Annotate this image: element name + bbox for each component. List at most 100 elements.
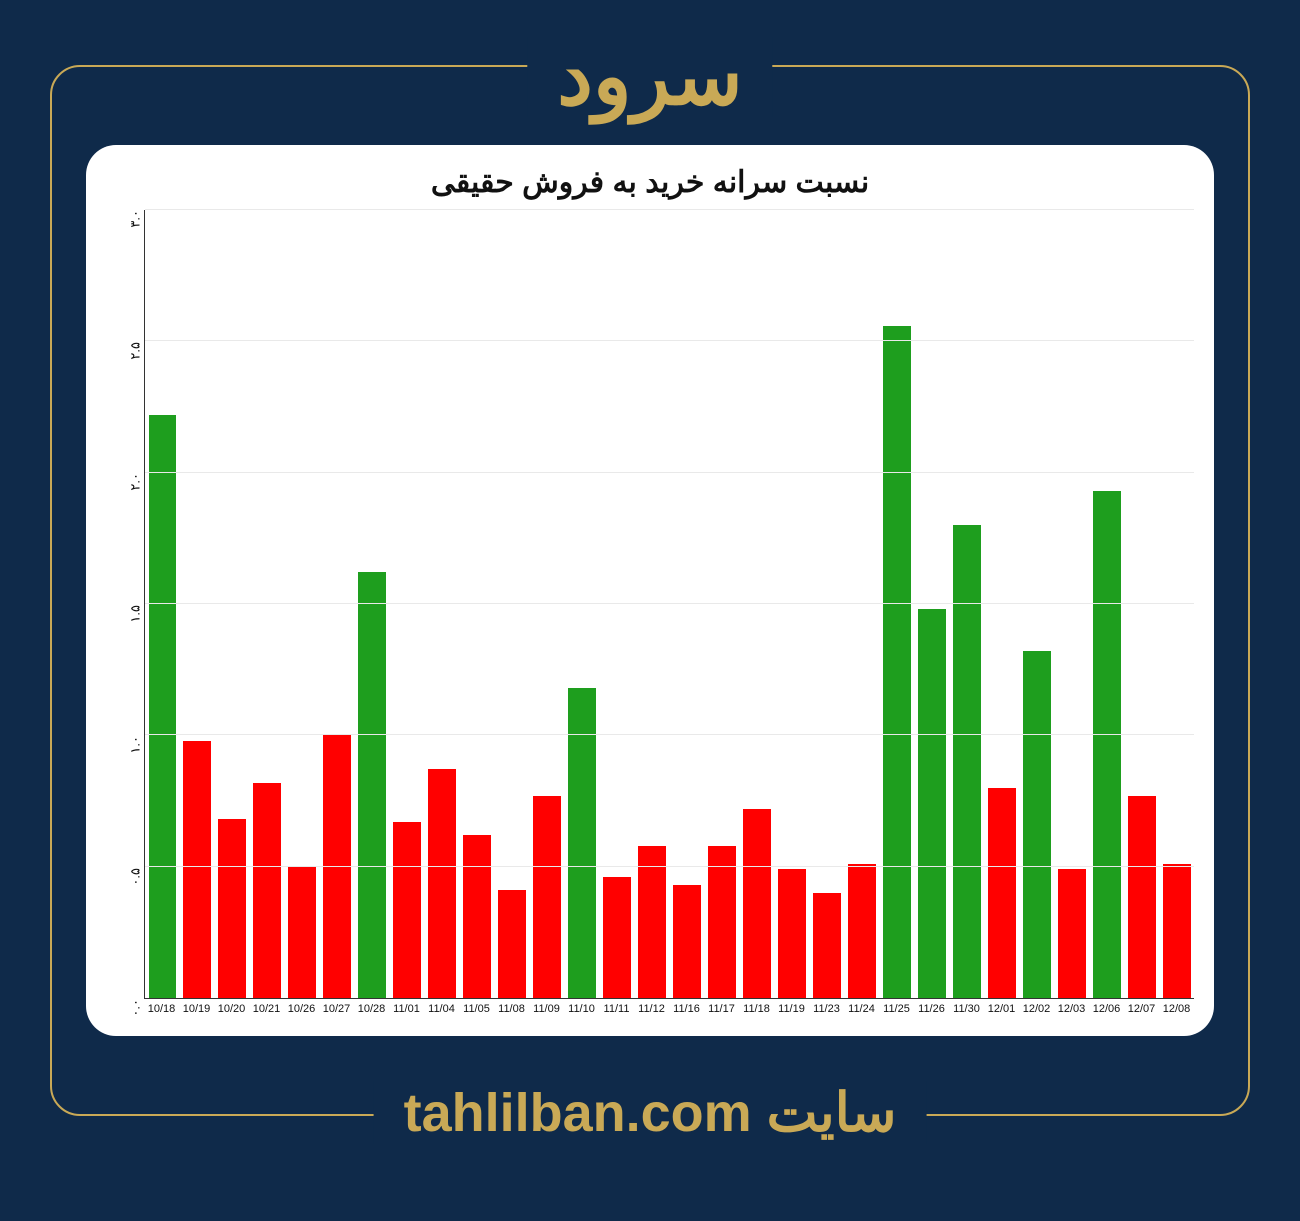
x-tick-label: 11/16	[669, 999, 704, 1021]
bar	[393, 822, 421, 998]
bar-slot	[670, 210, 705, 998]
bar-slot	[530, 210, 565, 998]
bar-slot	[565, 210, 600, 998]
bar	[848, 864, 876, 998]
x-tick-label: 11/08	[494, 999, 529, 1021]
x-tick-label: 11/30	[949, 999, 984, 1021]
x-tick-label: 11/12	[634, 999, 669, 1021]
bar-slot	[774, 210, 809, 998]
bar	[498, 890, 526, 998]
bar	[778, 869, 806, 998]
bar-slot	[390, 210, 425, 998]
gridline	[145, 603, 1194, 604]
y-tick-label: ۰.۵	[128, 868, 144, 886]
bar	[953, 525, 981, 998]
x-tick-label: 11/09	[529, 999, 564, 1021]
bar-slot	[215, 210, 250, 998]
x-tick-label: 11/10	[564, 999, 599, 1021]
bar-slot	[460, 210, 495, 998]
bar	[708, 846, 736, 998]
bar-slot	[1054, 210, 1089, 998]
bar	[323, 735, 351, 998]
x-tick-label: 10/28	[354, 999, 389, 1021]
bar	[673, 885, 701, 998]
bar-slot	[425, 210, 460, 998]
x-tick-label: 12/08	[1159, 999, 1194, 1021]
bar	[428, 769, 456, 998]
x-tick-label: 11/24	[844, 999, 879, 1021]
x-tick-label: 11/18	[739, 999, 774, 1021]
bottom-caption-wrap: tahlilban.com سایت	[374, 1081, 927, 1144]
plot	[144, 210, 1194, 999]
x-tick-label: 10/18	[144, 999, 179, 1021]
x-tick-label: 11/23	[809, 999, 844, 1021]
x-tick-label: 11/01	[389, 999, 424, 1021]
bar-slot	[320, 210, 355, 998]
bar-slot	[285, 210, 320, 998]
y-tick-label: ۰.۰	[128, 999, 144, 1017]
chart-card: نسبت سرانه خرید به فروش حقیقی ۰.۰۰.۵۱.۰۱…	[86, 145, 1214, 1036]
bar	[253, 783, 281, 998]
bar-slot	[739, 210, 774, 998]
x-tick-label: 12/07	[1124, 999, 1159, 1021]
bar-slot	[145, 210, 180, 998]
bar-slot	[984, 210, 1019, 998]
bar	[1093, 491, 1121, 998]
bar-slot	[250, 210, 285, 998]
bar	[149, 415, 177, 998]
x-tick-label: 11/17	[704, 999, 739, 1021]
bar-slot	[635, 210, 670, 998]
bar-slot	[879, 210, 914, 998]
gridline	[145, 209, 1194, 210]
bottom-caption: tahlilban.com سایت	[404, 1083, 897, 1143]
plot-area: ۰.۰۰.۵۱.۰۱.۵۲.۰۲.۵۳.۰ 10/1810/1910/2010/…	[106, 210, 1194, 1021]
site-url: tahlilban.com	[404, 1082, 752, 1144]
bar	[638, 846, 666, 998]
bar	[1128, 796, 1156, 998]
chart-title: نسبت سرانه خرید به فروش حقیقی	[106, 165, 1194, 200]
bar	[1023, 651, 1051, 998]
bars-container	[145, 210, 1194, 998]
bar-slot	[1159, 210, 1194, 998]
bar	[813, 893, 841, 998]
x-tick-label: 11/11	[599, 999, 634, 1021]
bar-slot	[600, 210, 635, 998]
bar-slot	[180, 210, 215, 998]
bar	[743, 809, 771, 998]
x-tick-label: 12/06	[1089, 999, 1124, 1021]
y-axis: ۰.۰۰.۵۱.۰۱.۵۲.۰۲.۵۳.۰	[106, 210, 144, 999]
bar	[1163, 864, 1191, 998]
bar	[918, 609, 946, 998]
gridline	[145, 734, 1194, 735]
x-tick-label: 12/03	[1054, 999, 1089, 1021]
x-tick-label: 11/25	[879, 999, 914, 1021]
site-label: سایت	[767, 1083, 897, 1143]
y-tick-label: ۳.۰	[128, 210, 144, 228]
x-tick-label: 10/19	[179, 999, 214, 1021]
bar	[463, 835, 491, 998]
bar	[218, 819, 246, 998]
x-tick-label: 11/04	[424, 999, 459, 1021]
bar-slot	[495, 210, 530, 998]
bar	[183, 741, 211, 998]
bar-slot	[809, 210, 844, 998]
x-tick-label: 12/02	[1019, 999, 1054, 1021]
y-tick-label: ۲.۵	[128, 342, 144, 360]
bar-slot	[914, 210, 949, 998]
bar-slot	[1124, 210, 1159, 998]
x-tick-label: 10/27	[319, 999, 354, 1021]
x-tick-label: 10/26	[284, 999, 319, 1021]
bar	[288, 867, 316, 998]
y-tick-label: ۱.۵	[128, 605, 144, 623]
bar	[533, 796, 561, 998]
gridline	[145, 866, 1194, 867]
y-tick-label: ۲.۰	[128, 473, 144, 491]
bar	[358, 572, 386, 998]
x-axis: 10/1810/1910/2010/2110/2610/2710/2811/01…	[144, 999, 1194, 1021]
bar	[883, 326, 911, 998]
gridline	[145, 472, 1194, 473]
bar-slot	[355, 210, 390, 998]
bar	[603, 877, 631, 998]
top-title-wrap: سرود	[527, 37, 772, 117]
gridline	[145, 340, 1194, 341]
